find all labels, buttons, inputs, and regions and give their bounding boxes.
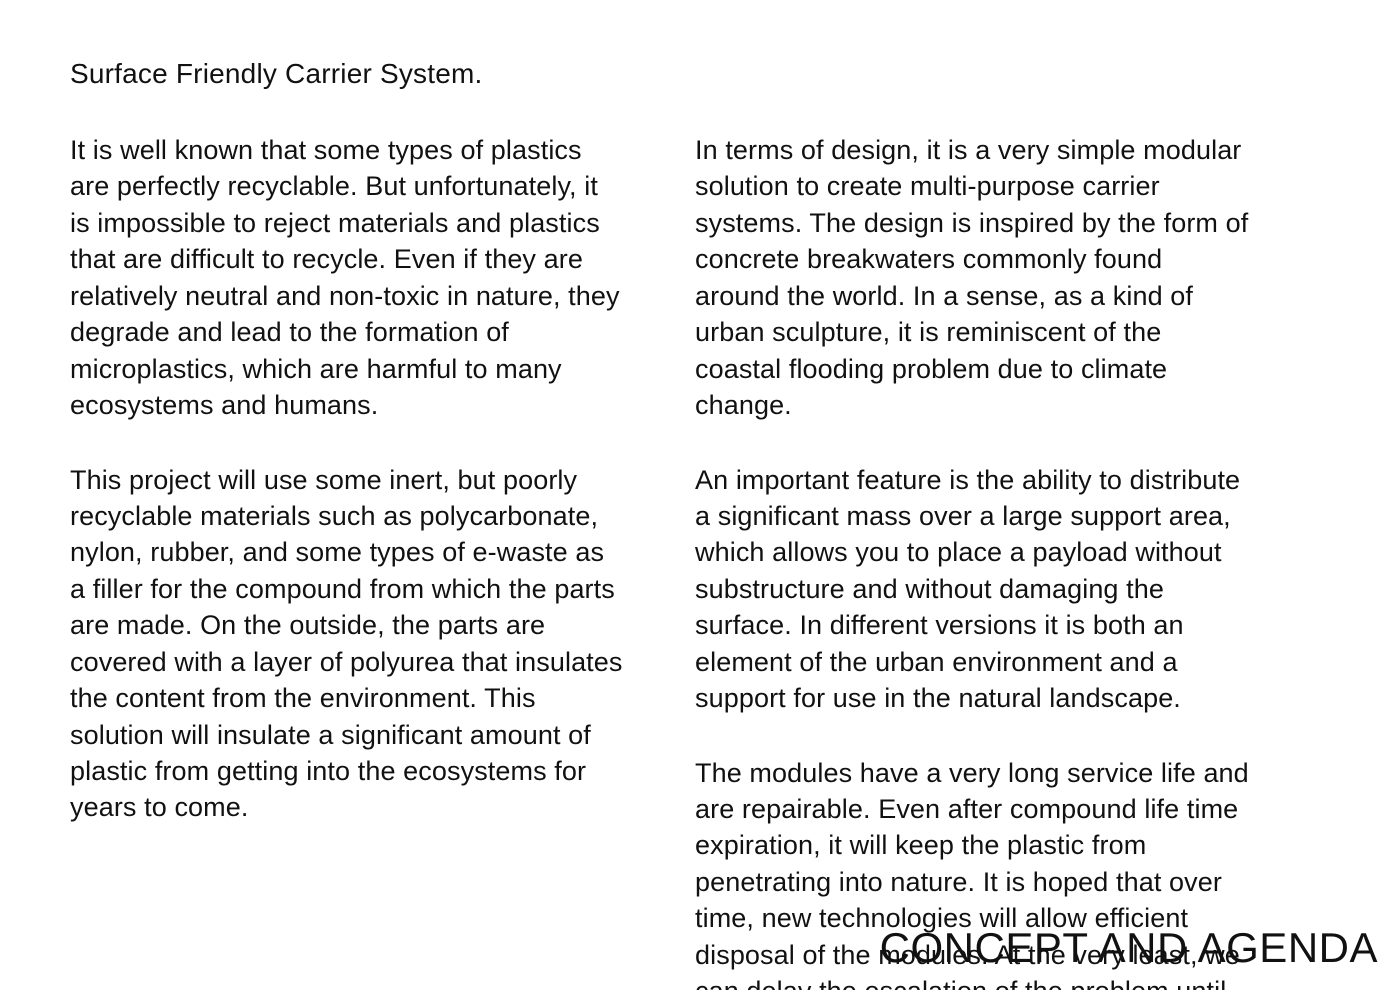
body-paragraph: This project will use some inert, but po… <box>70 462 625 826</box>
section-footer-title: CONCEPT AND AGENDA <box>880 924 1378 972</box>
right-column: In terms of design, it is a very simple … <box>695 132 1250 990</box>
document-page: Surface Friendly Carrier System. It is w… <box>0 0 1400 990</box>
page-title: Surface Friendly Carrier System. <box>70 58 1330 90</box>
left-column: It is well known that some types of plas… <box>70 132 625 990</box>
text-columns: It is well known that some types of plas… <box>70 132 1330 990</box>
body-paragraph: It is well known that some types of plas… <box>70 132 625 424</box>
body-paragraph: In terms of design, it is a very simple … <box>695 132 1250 424</box>
body-paragraph: An important feature is the ability to d… <box>695 462 1250 717</box>
